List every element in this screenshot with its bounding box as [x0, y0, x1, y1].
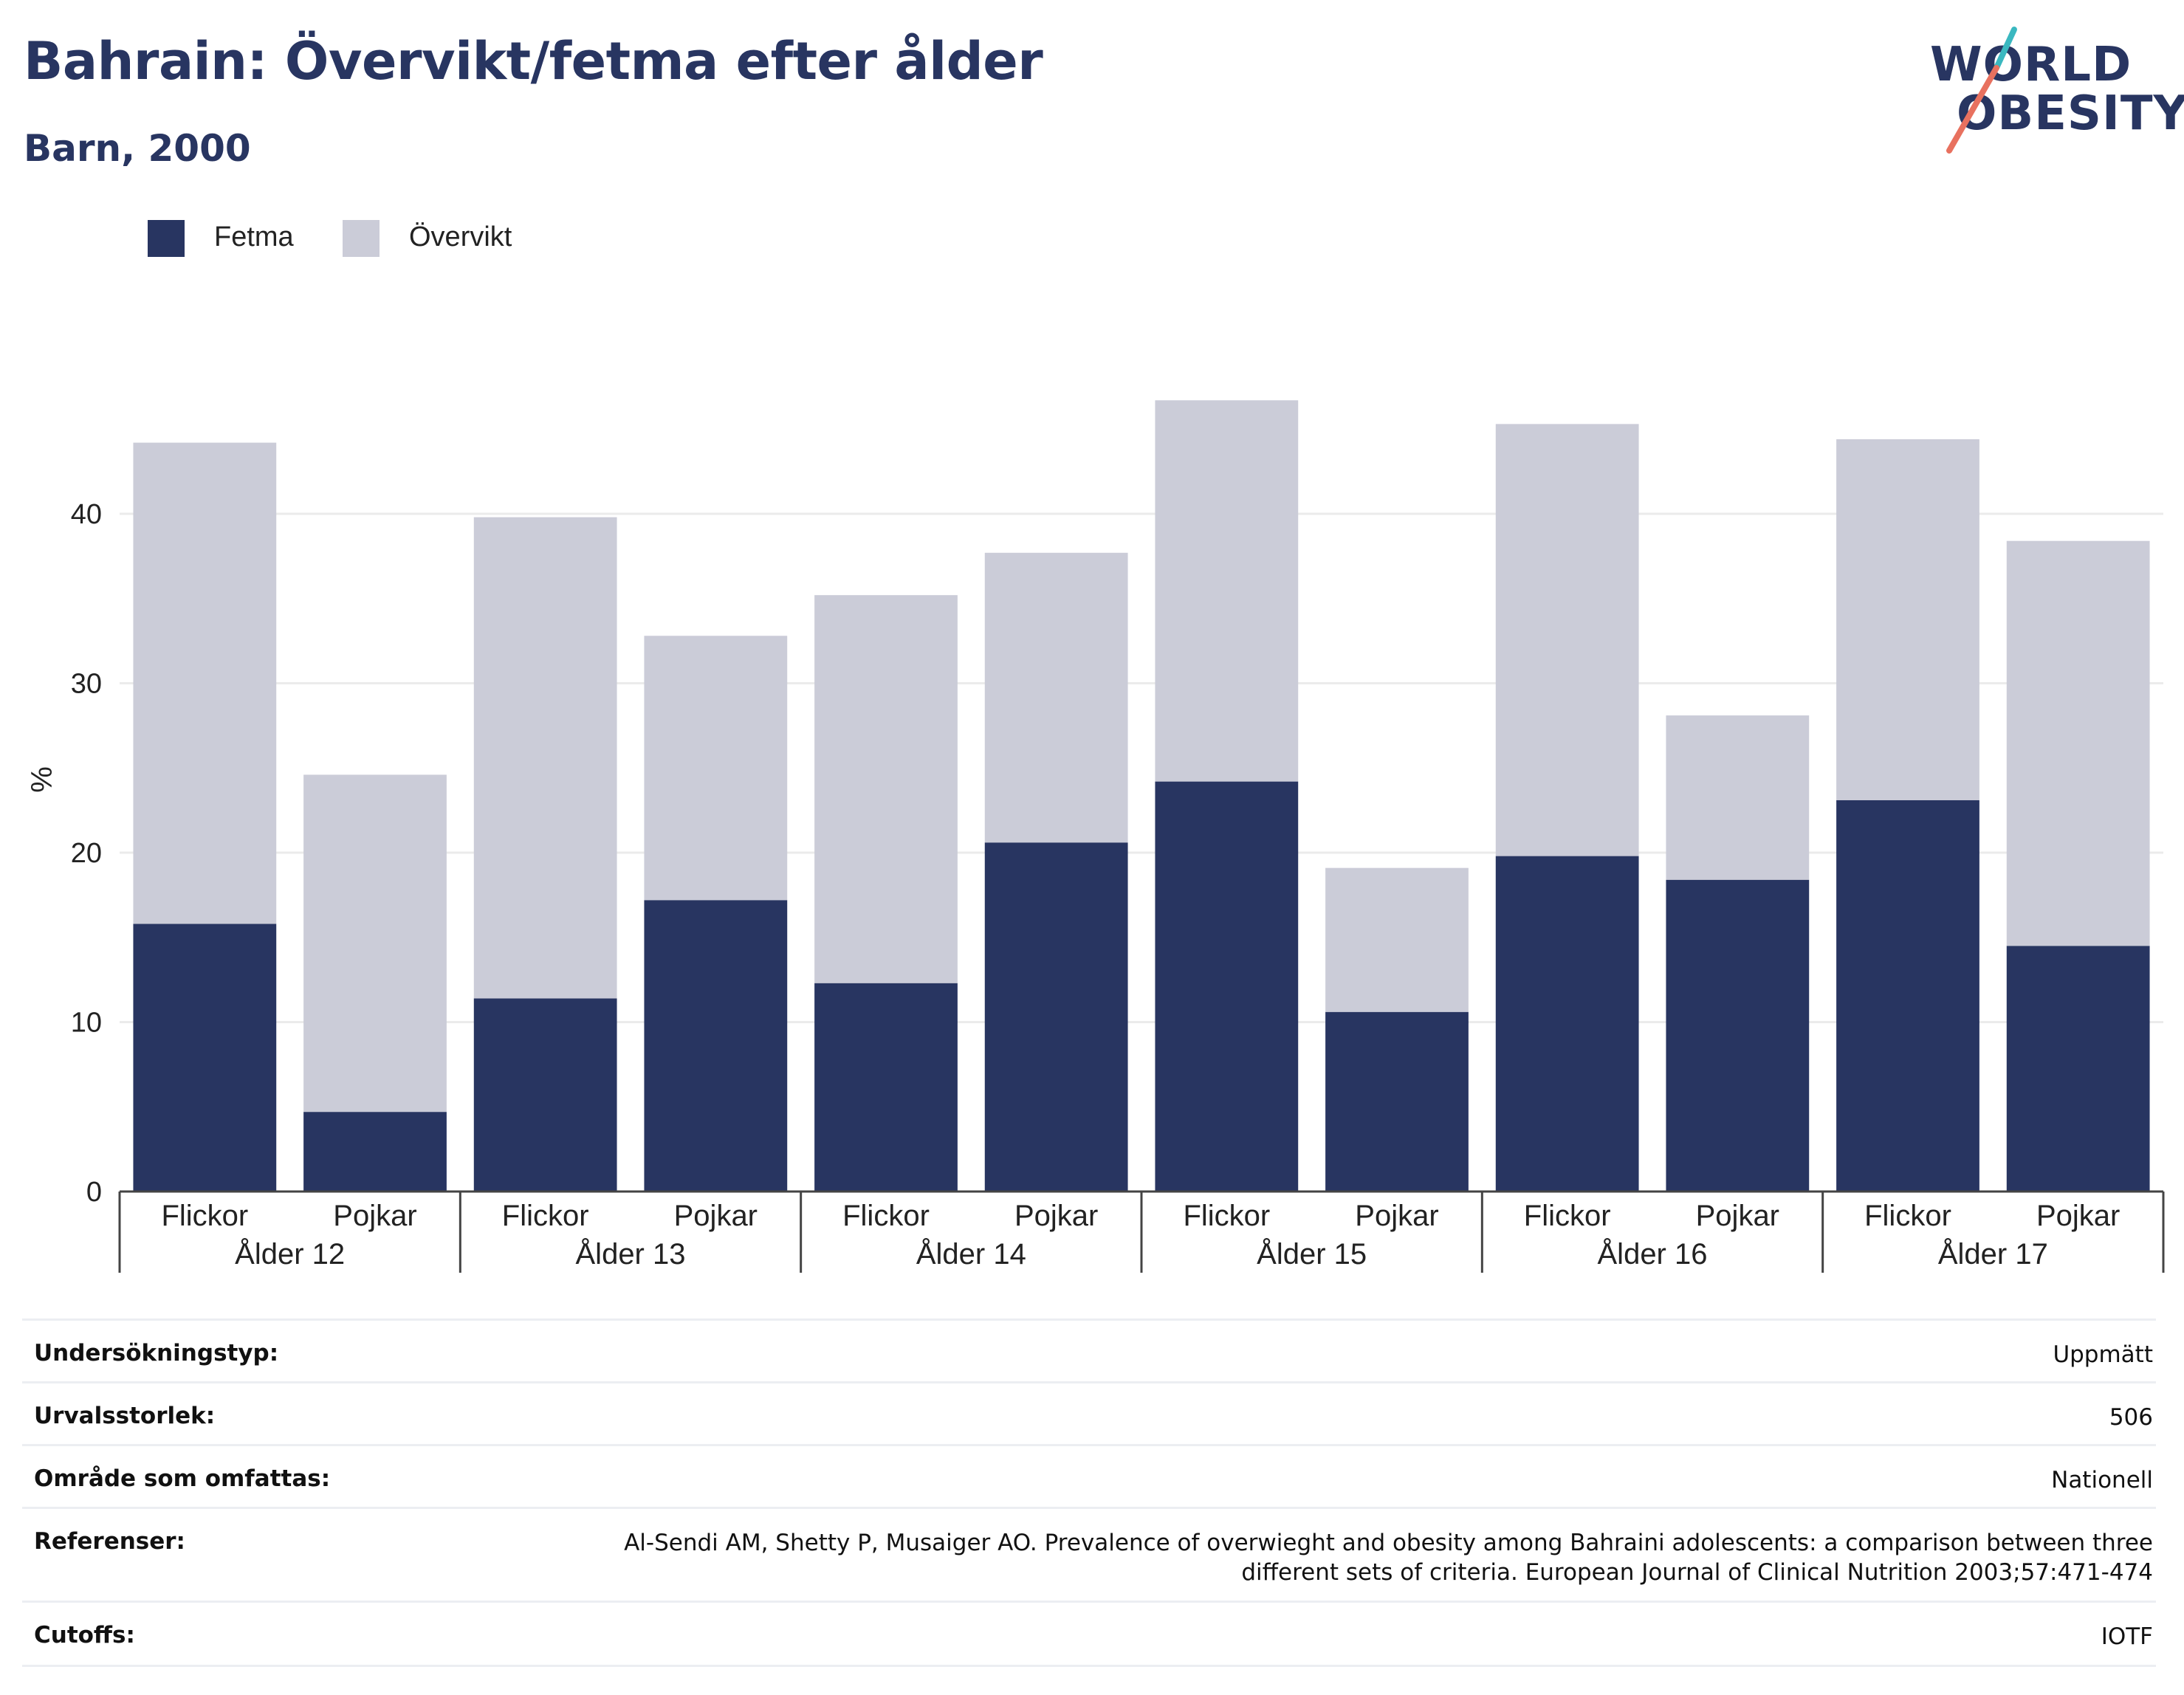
bar-overvikt — [473, 517, 617, 999]
bar-overvikt — [1666, 715, 1810, 880]
chart-subtitle: Barn, 2000 — [24, 127, 251, 170]
legend-swatch-fetma — [148, 220, 185, 257]
x-subcategory-label: Flickor — [842, 1200, 930, 1232]
chart-title: Bahrain: Övervikt/fetma efter ålder — [24, 31, 1043, 92]
info-label: Undersökningstyp: — [34, 1340, 279, 1366]
x-group-label: Ålder 17 — [1938, 1237, 2048, 1271]
x-subcategory-label: Pojkar — [1696, 1200, 1779, 1232]
logo-word-2: OBESITY — [1957, 86, 2184, 141]
info-label: Urvalsstorlek: — [34, 1403, 216, 1429]
info-row: Referenser: Al-Sendi AM, Shetty P, Musaig… — [22, 1507, 2156, 1601]
info-value: IOTF — [2101, 1623, 2153, 1650]
bar-overvikt — [2006, 540, 2150, 946]
info-value: 506 — [2109, 1404, 2153, 1431]
legend-label-overvikt: Övervikt — [409, 221, 512, 252]
bar-overvikt — [1495, 424, 1639, 856]
bar-overvikt — [1836, 439, 1979, 800]
bar-fetma — [2006, 946, 2150, 1192]
bar-fetma — [133, 924, 277, 1192]
bar-fetma — [1155, 781, 1299, 1192]
y-axis-title: % — [26, 766, 58, 793]
bar-overvikt — [814, 595, 958, 983]
bar-fetma — [814, 983, 958, 1192]
bar-fetma — [1495, 856, 1639, 1192]
bar-fetma — [644, 900, 788, 1192]
bar-fetma — [303, 1112, 447, 1192]
logo-slash-icon — [1946, 27, 2017, 154]
bar-fetma — [1325, 1011, 1469, 1192]
x-subcategory-label: Pojkar — [333, 1200, 416, 1232]
info-row: Område som omfattas: Nationell — [22, 1444, 2156, 1507]
legend-label-fetma: Fetma — [214, 221, 294, 252]
info-row: Cutoffs: IOTF — [22, 1601, 2156, 1667]
info-label: Referenser: — [34, 1528, 185, 1555]
bar-overvikt — [1155, 400, 1299, 782]
y-tick-label: 30 — [71, 669, 102, 700]
x-subcategory-label: Flickor — [1524, 1200, 1611, 1232]
info-row: Urvalsstorlek: 506 — [22, 1381, 2156, 1444]
bar-overvikt — [984, 552, 1128, 843]
x-group-label: Ålder 16 — [1598, 1237, 1708, 1271]
x-group-label: Ålder 14 — [916, 1237, 1026, 1271]
y-tick-label: 0 — [86, 1177, 102, 1208]
legend-swatch-overvikt — [343, 220, 380, 257]
logo-word-1: WORLD — [1930, 38, 2132, 92]
x-subcategory-label: Pojkar — [1355, 1200, 1438, 1232]
bar-overvikt — [1325, 867, 1469, 1012]
bar-fetma — [1836, 800, 1979, 1192]
survey-info-table: Undersökningstyp: Uppmätt Urvalsstorlek: 50… — [22, 1318, 2156, 1667]
bar-overvikt — [303, 774, 447, 1113]
info-value: Nationell — [2051, 1467, 2153, 1493]
bar-fetma — [473, 998, 617, 1192]
x-subcategory-label: Flickor — [161, 1200, 248, 1232]
info-label: Område som omfattas: — [34, 1465, 331, 1492]
x-subcategory-label: Flickor — [1183, 1200, 1270, 1232]
x-group-label: Ålder 15 — [1257, 1237, 1367, 1271]
info-label: Cutoffs: — [34, 1622, 135, 1648]
x-subcategory-label: Flickor — [1864, 1200, 1951, 1232]
info-row: Undersökningstyp: Uppmätt — [22, 1318, 2156, 1381]
bar-overvikt — [133, 442, 277, 924]
bar-fetma — [984, 842, 1128, 1192]
y-tick-label: 40 — [71, 499, 102, 530]
info-value: Al-Sendi AM, Shetty P, Musaiger AO. Prev… — [624, 1530, 2153, 1586]
stacked-bar-chart: 0 10 20 30 40% Flickor Pojkar Flickor Pojkar Flic… — [26, 400, 2165, 1273]
world-obesity-logo: WORLD OBESITY — [1927, 21, 2184, 161]
info-value: Uppmätt — [2053, 1341, 2153, 1368]
x-group-label: Ålder 12 — [235, 1237, 345, 1271]
bar-overvikt — [644, 636, 788, 901]
y-tick-label: 10 — [71, 1008, 102, 1039]
x-subcategory-label: Flickor — [502, 1200, 589, 1232]
x-subcategory-label: Pojkar — [674, 1200, 758, 1232]
bar-fetma — [1666, 879, 1810, 1192]
y-tick-label: 20 — [71, 838, 102, 869]
x-subcategory-label: Pojkar — [1014, 1200, 1098, 1232]
x-subcategory-label: Pojkar — [2036, 1200, 2120, 1232]
x-group-label: Ålder 13 — [576, 1237, 686, 1271]
